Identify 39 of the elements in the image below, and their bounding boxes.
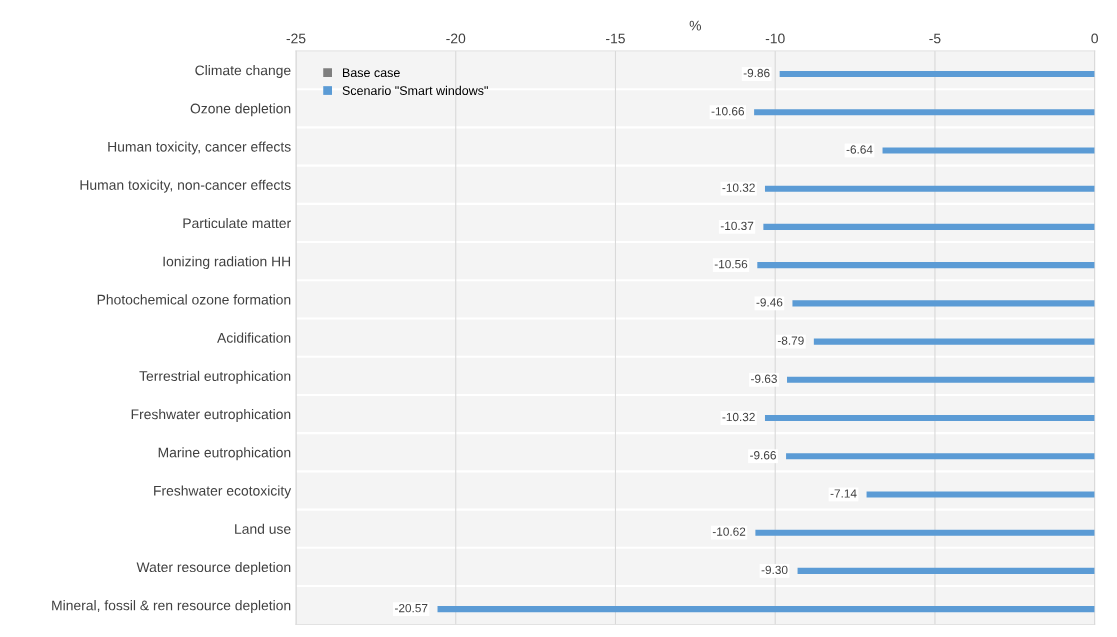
x-tick-label: -5 bbox=[929, 33, 941, 44]
data-label: -9.66 bbox=[750, 451, 776, 460]
data-label: -9.63 bbox=[751, 374, 777, 383]
y-tick-label: Human toxicity, cancer effects bbox=[108, 141, 291, 155]
y-tick-label: Mineral, fossil & ren resource depletion bbox=[52, 600, 291, 614]
data-label: -20.57 bbox=[395, 603, 428, 613]
legend-label: Scenario "Smart windows" bbox=[342, 85, 488, 96]
data-label: -7.14 bbox=[830, 489, 857, 498]
data-label: -9.86 bbox=[743, 68, 770, 78]
legend-label: Base case bbox=[343, 68, 400, 78]
data-label: -9.30 bbox=[761, 565, 788, 575]
data-label: -8.79 bbox=[777, 336, 804, 345]
y-tick-label: Freshwater ecotoxicity bbox=[154, 485, 292, 499]
data-label: -10.56 bbox=[714, 259, 748, 269]
y-tick-label: Photochemical ozone formation bbox=[97, 294, 291, 305]
y-tick-label: Land use bbox=[235, 523, 291, 534]
y-tick-label: Particulate matter bbox=[183, 217, 291, 229]
y-tick-label: Ionizing radiation HH bbox=[163, 256, 291, 270]
y-tick-label: Acidification bbox=[217, 332, 291, 343]
x-tick-label: -25 bbox=[286, 33, 306, 44]
y-tick-label: Human toxicity, non-cancer effects bbox=[80, 179, 291, 193]
y-tick-label: Freshwater eutrophication bbox=[131, 409, 291, 422]
data-label: -10.32 bbox=[722, 183, 755, 192]
x-tick-label: 0 bbox=[1091, 33, 1098, 44]
x-axis-title: % bbox=[689, 20, 702, 31]
y-tick-label: Water resource depletion bbox=[136, 561, 291, 575]
data-label: -10.32 bbox=[722, 412, 755, 422]
data-label: -10.37 bbox=[720, 221, 754, 231]
data-label: -10.62 bbox=[712, 527, 746, 536]
y-tick-label: Ozone depletion bbox=[190, 103, 291, 117]
y-tick-label: Climate change bbox=[195, 65, 291, 78]
x-tick-label: -10 bbox=[765, 33, 785, 44]
y-tick-label: Marine eutrophication bbox=[158, 447, 291, 461]
data-label: -10.66 bbox=[711, 107, 745, 116]
data-label: -6.64 bbox=[846, 145, 873, 154]
x-tick-label: -15 bbox=[606, 33, 625, 44]
x-tick-label: -20 bbox=[446, 33, 466, 44]
y-tick-label: Terrestrial eutrophication bbox=[139, 370, 291, 384]
data-label: -9.46 bbox=[756, 298, 783, 307]
